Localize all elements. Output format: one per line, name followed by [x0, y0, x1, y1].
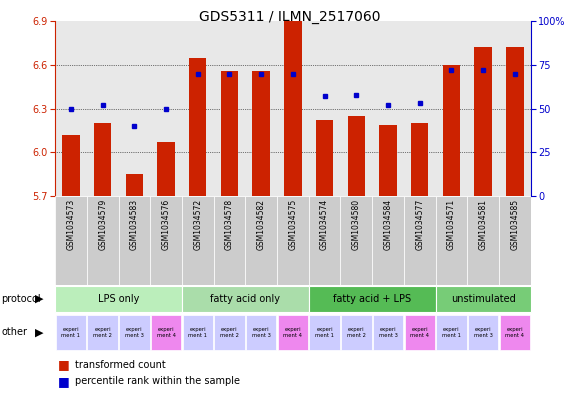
Text: GSM1034579: GSM1034579: [98, 199, 107, 250]
Text: ▶: ▶: [35, 294, 44, 304]
Bar: [467, 196, 499, 285]
Bar: [118, 196, 150, 285]
Bar: [309, 196, 340, 285]
Text: GSM1034580: GSM1034580: [352, 199, 361, 250]
Bar: [55, 286, 182, 312]
Bar: [468, 315, 498, 350]
Bar: [213, 196, 245, 285]
Text: GSM1034584: GSM1034584: [383, 199, 393, 250]
Bar: [499, 315, 530, 350]
Bar: [151, 315, 182, 350]
Text: experi
ment 2: experi ment 2: [93, 327, 112, 338]
Text: experi
ment 4: experi ment 4: [410, 327, 429, 338]
Bar: [347, 116, 365, 196]
Text: GSM1034577: GSM1034577: [415, 199, 424, 250]
Text: experi
ment 2: experi ment 2: [220, 327, 239, 338]
Bar: [88, 315, 118, 350]
Bar: [340, 196, 372, 285]
Bar: [309, 315, 340, 350]
Bar: [404, 315, 435, 350]
Bar: [379, 125, 397, 196]
Text: experi
ment 1: experi ment 1: [188, 327, 207, 338]
Text: experi
ment 4: experi ment 4: [284, 327, 302, 338]
Bar: [411, 123, 429, 196]
Bar: [316, 120, 334, 196]
Bar: [373, 315, 403, 350]
Text: GSM1034575: GSM1034575: [288, 199, 298, 250]
Text: experi
ment 2: experi ment 2: [347, 327, 366, 338]
Bar: [309, 286, 436, 312]
Bar: [246, 315, 277, 350]
Text: GSM1034578: GSM1034578: [225, 199, 234, 250]
Text: GSM1034583: GSM1034583: [130, 199, 139, 250]
Text: GSM1034573: GSM1034573: [67, 199, 75, 250]
Text: GSM1034572: GSM1034572: [193, 199, 202, 250]
Bar: [278, 315, 308, 350]
Bar: [252, 71, 270, 196]
Bar: [436, 315, 467, 350]
Text: experi
ment 3: experi ment 3: [474, 327, 492, 338]
Bar: [119, 315, 150, 350]
Bar: [341, 315, 372, 350]
Bar: [443, 65, 460, 196]
Bar: [87, 196, 118, 285]
Bar: [474, 48, 492, 196]
Text: GSM1034576: GSM1034576: [162, 199, 171, 250]
Bar: [94, 123, 111, 196]
Text: ■: ■: [58, 358, 70, 371]
Bar: [55, 196, 87, 285]
Bar: [506, 48, 524, 196]
Text: ▶: ▶: [35, 327, 44, 338]
Text: experi
ment 3: experi ment 3: [125, 327, 144, 338]
Text: experi
ment 4: experi ment 4: [157, 327, 176, 338]
Bar: [436, 286, 531, 312]
Text: transformed count: transformed count: [75, 360, 166, 370]
Text: experi
ment 1: experi ment 1: [315, 327, 334, 338]
Bar: [126, 174, 143, 196]
Text: LPS only: LPS only: [98, 294, 139, 304]
Text: unstimulated: unstimulated: [451, 294, 516, 304]
Text: fatty acid only: fatty acid only: [211, 294, 280, 304]
Text: experi
ment 1: experi ment 1: [442, 327, 461, 338]
Bar: [245, 196, 277, 285]
Text: ■: ■: [58, 375, 70, 388]
Text: GDS5311 / ILMN_2517060: GDS5311 / ILMN_2517060: [200, 10, 380, 24]
Bar: [62, 135, 79, 196]
Text: experi
ment 4: experi ment 4: [505, 327, 524, 338]
Text: GSM1034571: GSM1034571: [447, 199, 456, 250]
Text: experi
ment 3: experi ment 3: [252, 327, 271, 338]
Text: other: other: [1, 327, 27, 338]
Text: experi
ment 1: experi ment 1: [61, 327, 81, 338]
Bar: [214, 315, 245, 350]
Text: GSM1034581: GSM1034581: [478, 199, 488, 250]
Bar: [183, 315, 213, 350]
Bar: [277, 196, 309, 285]
Bar: [436, 196, 467, 285]
Bar: [56, 315, 86, 350]
Bar: [182, 196, 213, 285]
Bar: [284, 21, 302, 196]
Bar: [157, 142, 175, 196]
Text: protocol: protocol: [1, 294, 41, 304]
Text: GSM1034574: GSM1034574: [320, 199, 329, 250]
Text: GSM1034582: GSM1034582: [257, 199, 266, 250]
Bar: [189, 58, 206, 196]
Bar: [182, 286, 309, 312]
Text: experi
ment 3: experi ment 3: [379, 327, 397, 338]
Bar: [150, 196, 182, 285]
Bar: [404, 196, 436, 285]
Text: percentile rank within the sample: percentile rank within the sample: [75, 376, 240, 386]
Text: GSM1034585: GSM1034585: [510, 199, 519, 250]
Bar: [221, 71, 238, 196]
Bar: [499, 196, 531, 285]
Bar: [372, 196, 404, 285]
Text: fatty acid + LPS: fatty acid + LPS: [333, 294, 411, 304]
